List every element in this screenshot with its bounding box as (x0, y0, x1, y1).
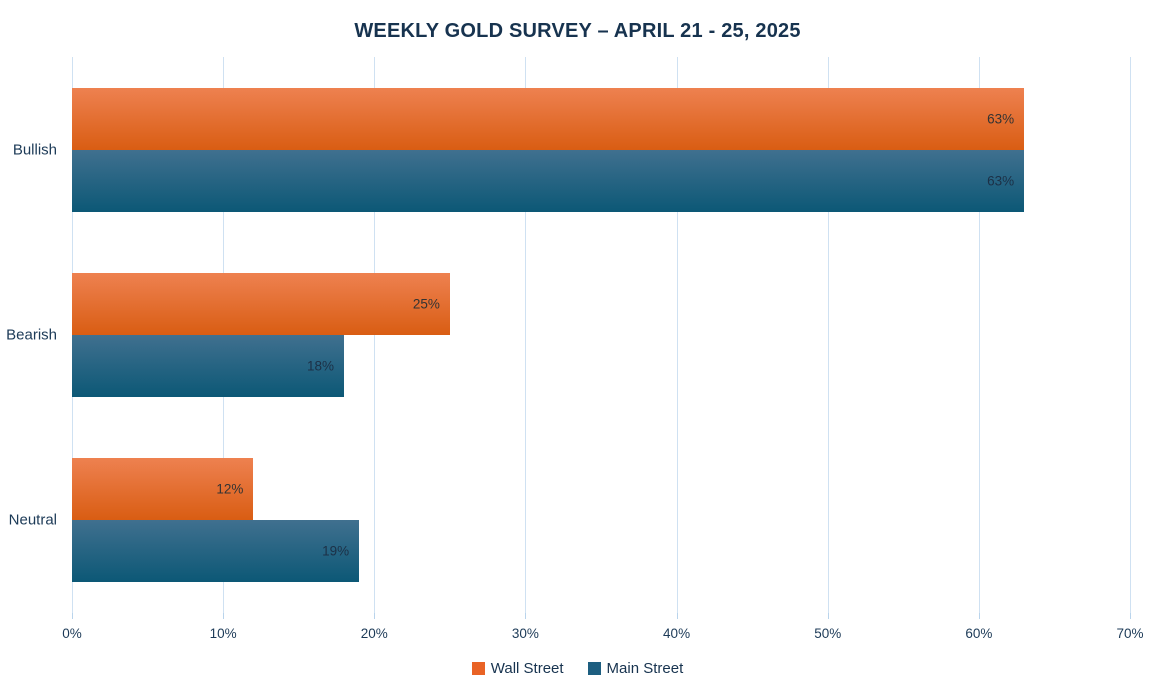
bar-value-label: 12% (216, 481, 244, 497)
bar-value-label: 25% (412, 296, 440, 312)
gridline (525, 57, 527, 613)
legend-swatch-wall-street (471, 662, 485, 675)
x-tick-label: 70% (1116, 626, 1144, 641)
x-axis-tick-mark (374, 613, 376, 619)
legend-label: Main Street (606, 660, 684, 677)
gridline (978, 57, 980, 613)
bar-main-street-bearish: 18% (72, 335, 345, 397)
gridline (374, 57, 376, 613)
bar-wall-street-bullish: 63% (72, 87, 1025, 150)
x-tick-label: 0% (62, 626, 82, 641)
bar-main-street-bullish: 63% (72, 149, 1025, 212)
bar-main-street-neutral: 19% (72, 520, 360, 583)
x-axis-tick-mark (223, 613, 225, 619)
bar-wall-street-bearish: 25% (72, 273, 450, 335)
x-tick-label: 10% (209, 626, 237, 641)
legend: Wall Street Main Street (0, 660, 1155, 677)
x-tick-label: 20% (360, 626, 388, 641)
x-axis: 0% 10% 20% 30% 40% 50% 60% 70% (62, 626, 1143, 644)
x-tick-label: 30% (511, 626, 539, 641)
plot-area: 63% 63% 25% 18% 12% 19% (72, 57, 1131, 619)
legend-item-main-street: Main Street (587, 660, 684, 677)
legend-item-wall-street: Wall Street (471, 660, 564, 677)
bar-value-label: 63% (987, 173, 1015, 189)
gridline (676, 57, 678, 613)
category-label-bullish: Bullish (12, 141, 57, 159)
x-axis-tick-mark (525, 613, 527, 619)
x-axis-tick-mark (827, 613, 829, 619)
legend-label: Wall Street (490, 660, 564, 677)
x-axis-tick-mark (978, 613, 980, 619)
chart-title: WEEKLY GOLD SURVEY – APRIL 21 - 25, 2025 (354, 20, 801, 42)
x-tick-label: 40% (663, 626, 691, 641)
x-axis-tick-mark (1130, 613, 1131, 619)
x-tick-label: 50% (814, 626, 842, 641)
x-tick-label: 60% (965, 626, 993, 641)
bar-value-label: 19% (322, 543, 350, 559)
category-label-bearish: Bearish (6, 326, 57, 344)
x-axis-tick-mark (676, 613, 678, 619)
bar-wall-street-neutral: 12% (72, 458, 254, 521)
gridline (1130, 57, 1131, 613)
category-label-neutral: Neutral (8, 511, 57, 529)
y-axis-category-labels: Bullish Bearish Neutral (0, 57, 57, 613)
gridline (827, 57, 829, 613)
bar-value-label: 63% (987, 111, 1015, 127)
bar-value-label: 18% (307, 358, 335, 374)
x-axis-tick-mark (72, 613, 73, 619)
legend-swatch-main-street (587, 662, 601, 675)
